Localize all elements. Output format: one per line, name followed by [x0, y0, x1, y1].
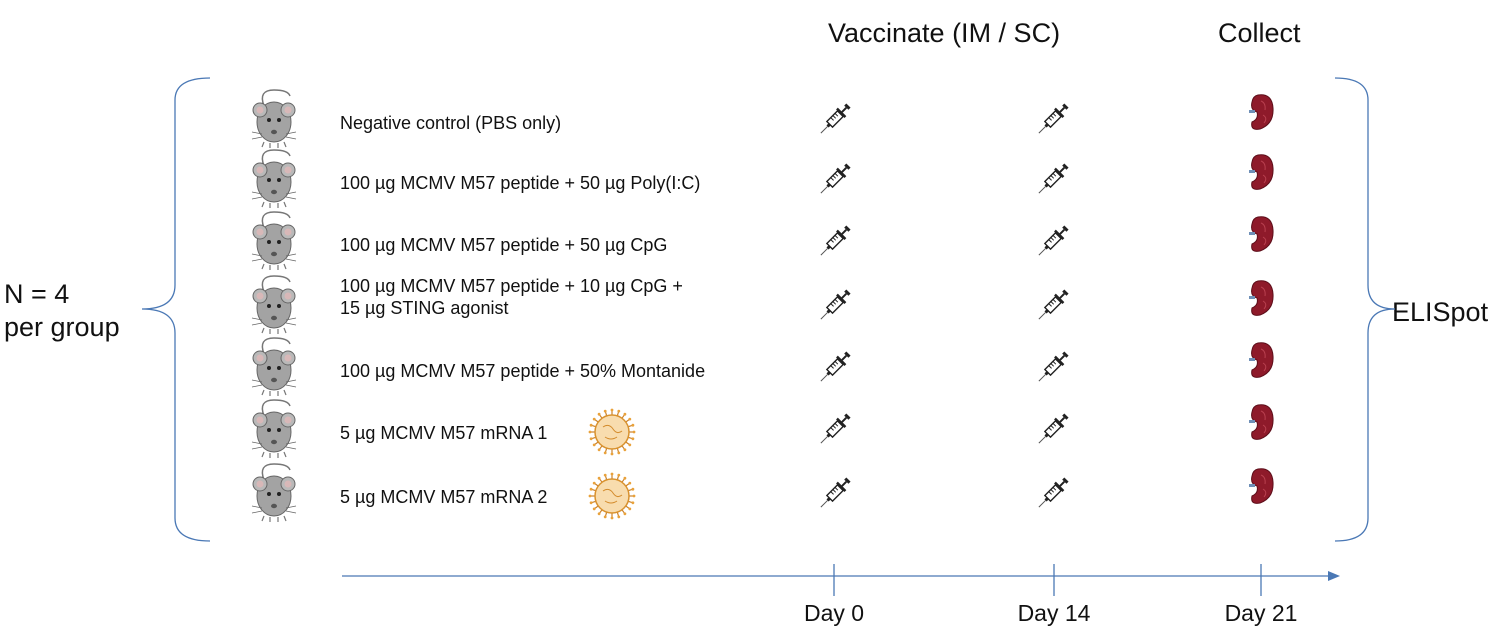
- group-label-line1: Negative control (PBS only): [340, 113, 562, 133]
- group-label-line2: 15 µg STING agonist: [340, 298, 509, 318]
- group-size-line2: per group: [4, 312, 120, 342]
- syringe-day-0-icon: [818, 412, 852, 446]
- syringe-day-14-icon: [1036, 162, 1070, 196]
- group-row: 100 µg MCMV M57 peptide + 50 µg Poly(I:C…: [0, 149, 1510, 212]
- assay-label: ELISpot: [1392, 297, 1489, 327]
- group-label-line1: 100 µg MCMV M57 peptide + 10 µg CpG +: [340, 276, 683, 296]
- lipid-nanoparticle-icon: [588, 408, 636, 456]
- spleen-icon: [1246, 92, 1276, 132]
- group-label: 100 µg MCMV M57 peptide + 10 µg CpG +15 …: [340, 275, 683, 319]
- day-14-label: Day 14: [1017, 600, 1091, 626]
- group-label-line1: 5 µg MCMV M57 mRNA 1: [340, 423, 548, 443]
- group-label: 5 µg MCMV M57 mRNA 2: [340, 486, 547, 508]
- syringe-day-0-icon: [818, 350, 852, 384]
- syringe-day-0-icon: [818, 288, 852, 322]
- group-label: 100 µg MCMV M57 peptide + 50 µg Poly(I:C…: [340, 172, 700, 194]
- day-0-label: Day 0: [803, 600, 865, 626]
- spleen-icon: [1246, 152, 1276, 192]
- timeline-axis: [342, 564, 1340, 596]
- syringe-day-0-icon: [818, 224, 852, 258]
- mouse-icon: [240, 396, 304, 460]
- syringe-day-0-icon: [818, 102, 852, 136]
- spleen-icon: [1246, 214, 1276, 254]
- group-row: 5 µg MCMV M57 mRNA 1: [0, 399, 1510, 462]
- left-brace: [141, 77, 211, 542]
- group-label-line1: 5 µg MCMV M57 mRNA 2: [340, 487, 548, 507]
- mouse-icon: [240, 146, 304, 210]
- group-row: 100 µg MCMV M57 peptide + 50% Montanide: [0, 337, 1510, 400]
- syringe-day-14-icon: [1036, 412, 1070, 446]
- spleen-icon: [1246, 340, 1276, 380]
- mouse-icon: [240, 272, 304, 336]
- syringe-day-14-icon: [1036, 288, 1070, 322]
- spleen-icon: [1246, 466, 1276, 506]
- right-brace: [1334, 77, 1396, 542]
- mouse-icon: [240, 334, 304, 398]
- mouse-icon: [240, 208, 304, 272]
- group-label-line1: 100 µg MCMV M57 peptide + 50 µg CpG: [340, 235, 668, 255]
- syringe-day-14-icon: [1036, 476, 1070, 510]
- day-21-label: Day 21: [1224, 600, 1298, 626]
- mouse-icon: [240, 460, 304, 524]
- group-size-label: N = 4 per group: [4, 278, 120, 344]
- group-label: 5 µg MCMV M57 mRNA 1: [340, 422, 547, 444]
- vaccinate-header: Vaccinate (IM / SC): [828, 18, 1061, 48]
- group-size-line1: N = 4: [4, 279, 70, 309]
- mouse-icon: [240, 86, 304, 150]
- syringe-day-0-icon: [818, 476, 852, 510]
- group-row: 100 µg MCMV M57 peptide + 10 µg CpG +15 …: [0, 275, 1510, 338]
- group-row: Negative control (PBS only): [0, 89, 1510, 152]
- group-label: 100 µg MCMV M57 peptide + 50 µg CpG: [340, 234, 667, 256]
- group-label-line1: 100 µg MCMV M57 peptide + 50 µg Poly(I:C…: [340, 173, 701, 193]
- group-label-line1: 100 µg MCMV M57 peptide + 50% Montanide: [340, 361, 706, 381]
- spleen-icon: [1246, 278, 1276, 318]
- syringe-day-0-icon: [818, 162, 852, 196]
- collect-header: Collect: [1218, 18, 1301, 48]
- lipid-nanoparticle-icon: [588, 472, 636, 520]
- syringe-day-14-icon: [1036, 102, 1070, 136]
- syringe-day-14-icon: [1036, 224, 1070, 258]
- spleen-icon: [1246, 402, 1276, 442]
- syringe-day-14-icon: [1036, 350, 1070, 384]
- group-row: 100 µg MCMV M57 peptide + 50 µg CpG: [0, 211, 1510, 274]
- group-row: 5 µg MCMV M57 mRNA 2: [0, 463, 1510, 526]
- group-label: Negative control (PBS only): [340, 112, 561, 134]
- group-label: 100 µg MCMV M57 peptide + 50% Montanide: [340, 360, 705, 382]
